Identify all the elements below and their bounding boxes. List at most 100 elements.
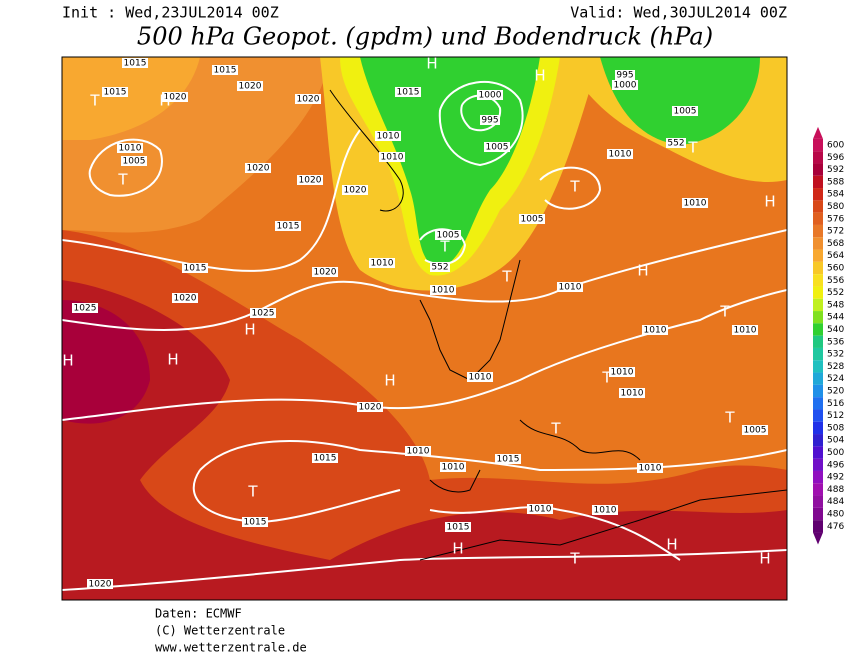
colorbar-swatch <box>813 483 823 496</box>
colorbar-label: 520 <box>827 387 844 397</box>
pressure-center: H <box>452 540 463 558</box>
pressure-center: H <box>384 372 395 390</box>
colorbar-arrow-top <box>813 126 823 139</box>
isobar-label: 1020 <box>359 403 382 413</box>
colorbar-label: 528 <box>827 362 844 372</box>
isobar-label-box <box>742 425 768 435</box>
isobar-label: 1020 <box>174 294 197 304</box>
isobar-label-box <box>612 80 638 90</box>
isobar-label: 1015 <box>447 523 470 533</box>
isobar-label: 1005 <box>123 157 146 167</box>
pressure-center: H <box>764 193 775 211</box>
pressure-center: H <box>167 351 178 369</box>
colorbar-swatch <box>813 188 823 201</box>
isobar-label: 1015 <box>244 518 267 528</box>
isobar-label-box <box>242 517 268 527</box>
colorbar-swatch <box>813 175 823 189</box>
colorbar-label: 544 <box>827 313 844 323</box>
isobar-label-box <box>275 221 301 231</box>
init-time: Init : Wed,23JUL2014 00Z <box>62 4 279 22</box>
isobar-label: 995 <box>616 71 633 81</box>
isobar-label-box <box>435 230 461 240</box>
isobar-label: 552 <box>667 139 684 149</box>
isobar-label: 1015 <box>397 88 420 98</box>
isobar-label: 1010 <box>377 132 400 142</box>
isobar-label-box <box>117 143 143 153</box>
pressure-center: T <box>550 420 561 438</box>
colorbar-label: 596 <box>827 153 844 163</box>
colorbar-swatch <box>813 409 823 422</box>
isobar-label: 1010 <box>529 505 552 515</box>
colorbar-label: 592 <box>827 165 844 175</box>
colorbar-label: 484 <box>827 497 844 507</box>
isobar-label: 1000 <box>614 81 637 91</box>
isobar-label: 1020 <box>344 186 367 196</box>
colorbar-label: 548 <box>827 300 844 310</box>
footer-line: www.wetterzentrale.de <box>155 641 307 655</box>
colorbar-swatch <box>813 347 823 361</box>
colorbar-swatch <box>813 434 823 447</box>
isobar-label-box <box>615 70 635 80</box>
colorbar-swatch <box>813 421 823 435</box>
isobar-label-box <box>212 65 238 75</box>
colorbar-label: 488 <box>827 485 844 495</box>
map-labels: 1015 1015 1020 T H 1015 1020 1020 1010 1005 T 1020 1… <box>62 55 775 590</box>
isobar-label: 1020 <box>314 268 337 278</box>
isobar-label: 1010 <box>609 150 632 160</box>
isobar-label: 1005 <box>486 143 509 153</box>
isobar-label-box <box>484 142 510 152</box>
colorbar-swatch <box>813 138 823 152</box>
colorbar-swatch <box>813 274 823 287</box>
isobar-label-box <box>619 388 645 398</box>
isobar-label: 1010 <box>734 326 757 336</box>
pressure-center: T <box>569 550 580 568</box>
isobar-label: 1010 <box>644 326 667 336</box>
colorbar-swatch <box>813 470 823 484</box>
isobar-label-box <box>122 58 148 68</box>
colorbar-swatch <box>813 397 823 410</box>
isobar-label: 1010 <box>469 373 492 383</box>
colorbar-swatch <box>813 360 823 373</box>
colorbar-swatch <box>813 163 823 176</box>
colorbar-swatch <box>813 446 823 459</box>
isobar-label-box <box>637 463 663 473</box>
isobar-label-box <box>245 163 271 173</box>
colorbar-label: 580 <box>827 202 844 212</box>
isobar-label: 1005 <box>674 107 697 117</box>
isobar-label-box <box>182 263 208 273</box>
isobar-label-box <box>642 325 668 335</box>
isobar-label: 1000 <box>479 91 502 101</box>
colorbar-label: 556 <box>827 276 844 286</box>
colorbar-swatch <box>813 323 823 336</box>
colorbar-label: 508 <box>827 423 844 433</box>
isobar-label-box <box>87 579 113 589</box>
isobar-label-box <box>477 90 503 100</box>
isobar-label: 1010 <box>639 464 662 474</box>
isobar-label-box <box>162 92 188 102</box>
colorbar-label: 572 <box>827 227 844 237</box>
colorbar-swatch <box>813 200 823 213</box>
isobar-label: 1005 <box>521 215 544 225</box>
colorbar-label: 504 <box>827 436 844 446</box>
isobar-label-box <box>357 402 383 412</box>
pressure-center: T <box>501 268 512 286</box>
isobar-label-box <box>121 156 147 166</box>
isobar-label: 1020 <box>239 82 262 92</box>
colorbar-swatch <box>813 384 823 398</box>
isobar-label: 1020 <box>297 95 320 105</box>
colorbar-label: 560 <box>827 264 844 274</box>
colorbar-arrow-bottom <box>813 532 823 545</box>
isobar-label-box <box>375 131 401 141</box>
pressure-center: H <box>637 262 648 280</box>
colorbar-label: 492 <box>827 473 844 483</box>
colorbar-label: 540 <box>827 325 844 335</box>
colorbar-label: 512 <box>827 411 844 421</box>
isobar-label-box <box>102 87 128 97</box>
isobar-label-box <box>672 106 698 116</box>
colorbar-label: 600 <box>827 141 844 151</box>
map-title: 500 hPa Geopot. (gpdm) und Bodendruck (h… <box>137 23 713 51</box>
colorbar-swatch <box>813 286 823 299</box>
colorbar-label: 500 <box>827 448 844 458</box>
isobar-label-box <box>379 152 405 162</box>
